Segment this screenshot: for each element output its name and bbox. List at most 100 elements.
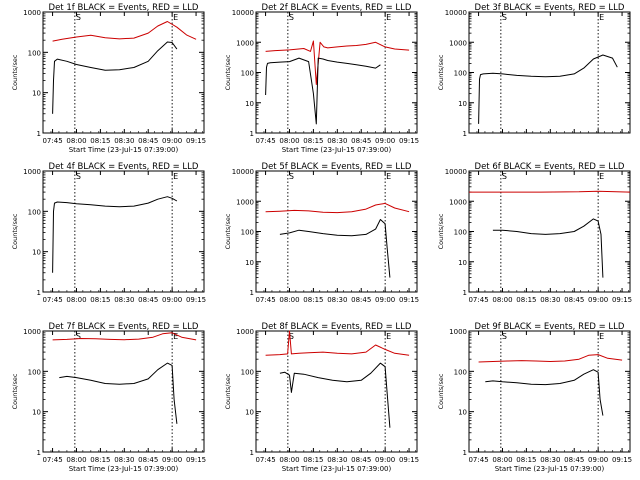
y-tick-label: 1 bbox=[37, 449, 41, 457]
y-tick-label: 100 bbox=[241, 229, 254, 237]
marker-label: S bbox=[289, 332, 294, 341]
series-line-events bbox=[52, 196, 178, 273]
plot-frame bbox=[255, 330, 418, 453]
y-tick-label: 10000 bbox=[232, 9, 254, 17]
chart-panel: Det 6f BLACK = Events, RED = LLD Counts/s… bbox=[437, 162, 632, 304]
marker-label: E bbox=[599, 13, 604, 22]
x-tick-label: 07:45 bbox=[42, 456, 62, 464]
x-axis-label: Start Time (23-Jul-15 07:39:00) bbox=[282, 465, 392, 473]
series-line-events bbox=[485, 369, 604, 416]
y-axis-label: Counts/sec bbox=[224, 213, 232, 249]
marker-label: S bbox=[502, 332, 507, 341]
x-tick-label: 08:30 bbox=[327, 137, 347, 145]
x-tick-label: 08:15 bbox=[90, 456, 110, 464]
x-tick-label: 08:00 bbox=[66, 456, 86, 464]
marker-label: S bbox=[289, 13, 294, 22]
marker-label: E bbox=[386, 13, 391, 22]
series-line-lld bbox=[52, 332, 197, 341]
x-tick-label: 09:00 bbox=[588, 296, 608, 304]
y-axis-label: Counts/sec bbox=[437, 54, 445, 90]
x-tick-label: 08:00 bbox=[492, 456, 512, 464]
x-tick-label: 07:45 bbox=[468, 456, 488, 464]
marker-label: S bbox=[76, 332, 81, 341]
marker-label: E bbox=[386, 332, 391, 341]
plot-frame bbox=[255, 11, 418, 134]
x-axis-label: Start Time (23-Jul-15 07:39:00) bbox=[69, 146, 179, 154]
y-tick-label: 100 bbox=[454, 70, 467, 78]
series-line-events bbox=[492, 218, 604, 278]
y-tick-label: 10000 bbox=[232, 168, 254, 176]
x-tick-label: 07:45 bbox=[42, 137, 62, 145]
plot-frame bbox=[468, 11, 631, 134]
x-tick-label: 08:30 bbox=[327, 296, 347, 304]
x-tick-label: 08:15 bbox=[516, 456, 536, 464]
x-tick-label: 08:30 bbox=[540, 296, 560, 304]
y-tick-label: 10 bbox=[245, 100, 254, 108]
y-tick-label: 100 bbox=[28, 368, 41, 376]
y-tick-label: 10000 bbox=[445, 168, 467, 176]
x-tick-label: 07:45 bbox=[255, 137, 275, 145]
x-axis-label: Start Time (23-Jul-15 07:39:00) bbox=[495, 465, 605, 473]
x-tick-label: 08:45 bbox=[351, 456, 371, 464]
y-tick-label: 1 bbox=[250, 130, 254, 138]
x-tick-label: 08:15 bbox=[90, 137, 110, 145]
y-tick-label: 10 bbox=[458, 409, 467, 417]
y-tick-label: 1000 bbox=[236, 328, 254, 336]
chart-title: Det 7f BLACK = Events, RED = LLD bbox=[49, 322, 199, 332]
chart-panel: Det 5f BLACK = Events, RED = LLD Counts/s… bbox=[224, 162, 419, 304]
y-axis-label: Counts/sec bbox=[224, 373, 232, 409]
x-tick-label: 08:45 bbox=[138, 296, 158, 304]
y-tick-label: 100 bbox=[454, 229, 467, 237]
x-tick-label: 08:00 bbox=[279, 456, 299, 464]
x-tick-label: 09:15 bbox=[399, 456, 419, 464]
x-tick-label: 09:00 bbox=[375, 137, 395, 145]
y-axis-label: Counts/sec bbox=[11, 54, 19, 90]
y-tick-label: 10 bbox=[458, 259, 467, 267]
y-tick-label: 1000 bbox=[236, 198, 254, 206]
x-tick-label: 09:15 bbox=[186, 137, 206, 145]
y-axis-label: Counts/sec bbox=[437, 373, 445, 409]
y-axis-label: Counts/sec bbox=[11, 213, 19, 249]
x-tick-label: 09:00 bbox=[588, 456, 608, 464]
plot-frame bbox=[42, 11, 205, 134]
y-tick-label: 1000 bbox=[23, 328, 41, 336]
y-tick-label: 1 bbox=[250, 449, 254, 457]
x-tick-label: 09:15 bbox=[399, 137, 419, 145]
series-line-events bbox=[478, 54, 618, 124]
x-tick-label: 08:00 bbox=[66, 137, 86, 145]
x-tick-label: 08:15 bbox=[90, 296, 110, 304]
chart-title: Det 1f BLACK = Events, RED = LLD bbox=[49, 3, 199, 13]
x-tick-label: 08:30 bbox=[114, 456, 134, 464]
chart-panel: Det 7f BLACK = Events, RED = LLD Counts/s… bbox=[11, 322, 206, 473]
y-tick-label: 1 bbox=[250, 289, 254, 297]
y-tick-label: 100 bbox=[241, 368, 254, 376]
y-axis-label: Counts/sec bbox=[224, 54, 232, 90]
plot-frame bbox=[255, 170, 418, 293]
chart-panel: Det 9f BLACK = Events, RED = LLD Counts/s… bbox=[437, 322, 632, 473]
chart-panel: Det 1f BLACK = Events, RED = LLD Counts/s… bbox=[11, 3, 206, 154]
y-tick-label: 1 bbox=[463, 130, 467, 138]
x-tick-label: 07:45 bbox=[468, 296, 488, 304]
chart-title: Det 5f BLACK = Events, RED = LLD bbox=[262, 162, 412, 172]
x-tick-label: 08:00 bbox=[66, 296, 86, 304]
y-axis-label: Counts/sec bbox=[11, 373, 19, 409]
chart-panel: Det 4f BLACK = Events, RED = LLD Counts/s… bbox=[11, 162, 206, 304]
x-tick-label: 08:00 bbox=[279, 137, 299, 145]
y-tick-label: 10 bbox=[32, 249, 41, 257]
marker-label: E bbox=[173, 13, 178, 22]
chart-title: Det 9f BLACK = Events, RED = LLD bbox=[475, 322, 625, 332]
series-line-lld bbox=[265, 202, 410, 214]
plot-frame bbox=[42, 330, 205, 453]
series-line-lld bbox=[265, 330, 410, 356]
x-tick-label: 07:45 bbox=[42, 296, 62, 304]
y-tick-label: 1000 bbox=[449, 39, 467, 47]
y-tick-label: 10 bbox=[245, 259, 254, 267]
marker-label: E bbox=[386, 172, 391, 181]
marker-label: E bbox=[173, 172, 178, 181]
chart-panel: Det 3f BLACK = Events, RED = LLD Counts/s… bbox=[437, 3, 631, 138]
plot-frame bbox=[468, 170, 631, 293]
series-line-events bbox=[279, 362, 391, 428]
x-tick-label: 09:00 bbox=[162, 296, 182, 304]
series-line-lld bbox=[469, 190, 631, 193]
y-tick-label: 100 bbox=[454, 368, 467, 376]
